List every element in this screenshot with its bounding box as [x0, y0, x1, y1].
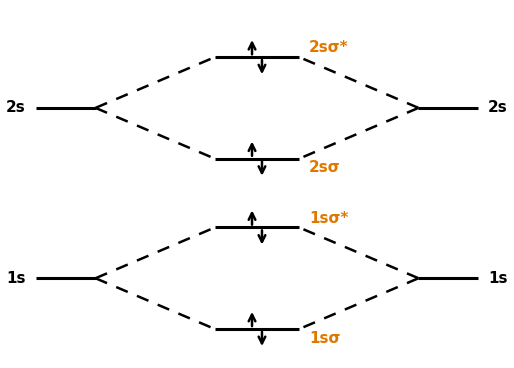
Text: 1sσ: 1sσ: [309, 331, 341, 346]
Text: 2sσ: 2sσ: [309, 160, 341, 176]
Text: 1s: 1s: [7, 271, 26, 286]
Text: 2s: 2s: [6, 100, 26, 116]
Text: 2sσ*: 2sσ*: [309, 40, 349, 55]
Text: 2s: 2s: [488, 100, 508, 116]
Text: 1s: 1s: [488, 271, 507, 286]
Text: 1sσ*: 1sσ*: [309, 211, 348, 226]
